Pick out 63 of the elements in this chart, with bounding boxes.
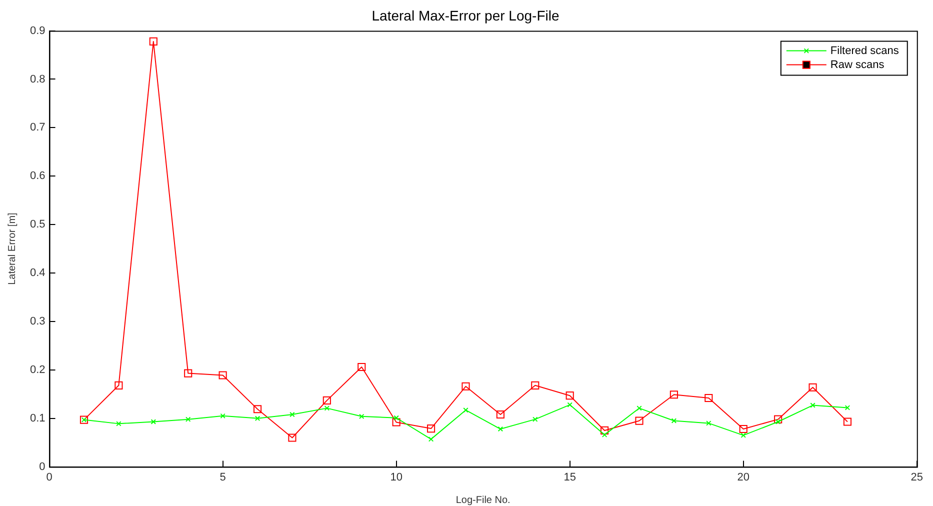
point bbox=[739, 424, 748, 434]
point bbox=[116, 421, 122, 426]
legend-label: Filtered scans bbox=[830, 44, 900, 57]
point bbox=[810, 402, 816, 408]
point bbox=[671, 418, 677, 424]
x-tick-label: 20 bbox=[737, 471, 750, 484]
legend-label: Raw scans bbox=[830, 58, 885, 71]
point bbox=[566, 392, 574, 400]
point bbox=[218, 371, 227, 380]
point bbox=[358, 362, 366, 372]
point bbox=[706, 420, 712, 426]
point bbox=[462, 382, 470, 390]
y-tick-label: 0 bbox=[39, 460, 46, 473]
point bbox=[602, 432, 608, 438]
y-tick-label: 0.3 bbox=[30, 316, 46, 328]
chart-title: Lateral Max-Error per Log-File bbox=[372, 7, 560, 24]
point bbox=[254, 416, 260, 421]
y-tick-label: 0.8 bbox=[30, 73, 46, 86]
x-tick-label: 10 bbox=[390, 471, 402, 484]
x-tick-label: 5 bbox=[220, 471, 226, 484]
point bbox=[324, 406, 330, 411]
point bbox=[531, 381, 540, 390]
point bbox=[670, 390, 678, 399]
y-tick-label: 0.7 bbox=[30, 122, 46, 134]
point bbox=[359, 414, 364, 420]
point bbox=[394, 415, 399, 420]
point bbox=[149, 37, 158, 46]
point bbox=[150, 419, 156, 424]
point bbox=[184, 369, 192, 378]
point bbox=[496, 410, 504, 419]
point bbox=[774, 415, 782, 424]
point bbox=[253, 405, 262, 414]
y-tick-label: 0.1 bbox=[30, 412, 46, 424]
point bbox=[220, 413, 226, 419]
point bbox=[740, 432, 746, 438]
point bbox=[185, 416, 191, 422]
point bbox=[463, 408, 468, 413]
point bbox=[114, 381, 123, 390]
point bbox=[426, 424, 436, 433]
y-tick-label: 0.4 bbox=[30, 267, 46, 280]
point bbox=[290, 412, 295, 418]
x-tick-label: 25 bbox=[910, 471, 924, 484]
point bbox=[532, 416, 538, 422]
y-tick-label: 0.2 bbox=[30, 364, 46, 376]
point bbox=[567, 402, 572, 408]
point bbox=[843, 418, 852, 426]
y-tick-label: 0.5 bbox=[30, 218, 46, 231]
point bbox=[498, 426, 504, 432]
point bbox=[704, 394, 713, 402]
x-axis-title: Log-File No. bbox=[456, 494, 510, 506]
point bbox=[635, 416, 644, 425]
point bbox=[775, 419, 781, 424]
point bbox=[392, 418, 400, 426]
point bbox=[600, 426, 609, 434]
y-tick-label: 0.9 bbox=[30, 24, 46, 37]
point bbox=[636, 406, 642, 411]
point bbox=[322, 396, 331, 404]
point bbox=[288, 434, 296, 442]
y-tick-label: 0.6 bbox=[30, 170, 46, 182]
point bbox=[808, 383, 817, 392]
point bbox=[428, 436, 434, 442]
y-axis-title: Lateral Error [m] bbox=[6, 212, 18, 285]
x-tick-label: 15 bbox=[564, 471, 576, 484]
